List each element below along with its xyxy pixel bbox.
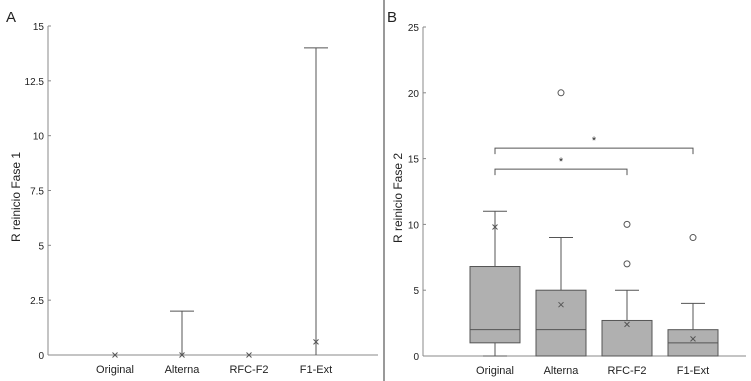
panel-a-x-tick-label: Alterna bbox=[165, 364, 201, 376]
mean-marker bbox=[690, 336, 696, 342]
box-iqr bbox=[601, 319, 653, 357]
significance-label: * bbox=[559, 156, 564, 168]
panel-b-x-tick-label: Original bbox=[476, 365, 514, 377]
panel-b-box-rfc-f2 bbox=[601, 220, 653, 357]
panel-b-y-tick-label: 15 bbox=[408, 155, 420, 166]
panel-b-box-alterna bbox=[535, 89, 587, 357]
bracket-line bbox=[494, 147, 694, 155]
box-iqr bbox=[535, 289, 587, 357]
panel-a-y-tick-label: 2.5 bbox=[30, 296, 44, 307]
bracket-line bbox=[494, 168, 628, 176]
panel-b-y-tick-label: 5 bbox=[413, 286, 419, 297]
panel-a-x-tick-label: RFC-F2 bbox=[229, 364, 268, 376]
significance-label: * bbox=[592, 135, 597, 147]
panel-b-y-tick-label: 10 bbox=[408, 220, 420, 231]
panel-b-x-tick-label: Alterna bbox=[544, 365, 580, 377]
panel-a-box-rfc-f2 bbox=[246, 352, 252, 358]
panel-a-y-tick-label: 10 bbox=[33, 132, 45, 143]
panel-a-box-original bbox=[112, 352, 118, 358]
panel-a-y-tick-label: 5 bbox=[38, 241, 44, 252]
panel-a-x-tick-label: F1-Ext bbox=[300, 364, 332, 376]
panel-b-box-original bbox=[469, 210, 521, 357]
mean-marker-stroke bbox=[558, 301, 564, 308]
mean-marker bbox=[112, 352, 118, 358]
panel-b-label: B bbox=[387, 9, 397, 26]
panel-a-x-tick-label: Original bbox=[96, 364, 134, 376]
outlier-point bbox=[557, 89, 565, 97]
panel-a-box-f1-ext bbox=[304, 47, 328, 355]
panel-a-y-tick-label: 7.5 bbox=[30, 187, 44, 198]
mean-marker-stroke bbox=[112, 352, 118, 358]
mean-marker bbox=[313, 338, 319, 345]
panel-a-y-tick-label: 12.5 bbox=[25, 77, 45, 88]
mean-marker-stroke bbox=[624, 321, 630, 328]
mean-marker bbox=[558, 301, 564, 308]
outlier-point bbox=[623, 260, 631, 268]
panel-b-y-tick-label: 25 bbox=[408, 23, 420, 34]
panel-b: B R reinicio Fase 2 0 5 10 15 20 25 Original Al… bbox=[387, 9, 746, 377]
mean-marker-stroke bbox=[492, 224, 498, 230]
panel-a-y-tick-label: 15 bbox=[33, 22, 45, 33]
panel-b-box-f1-ext bbox=[667, 234, 719, 357]
mean-marker bbox=[624, 321, 630, 328]
mean-marker-stroke bbox=[313, 338, 319, 345]
panel-a: A R reinicio Fase 1 0 2.5 5 7.5 10 12.5 15 Orig… bbox=[6, 9, 378, 376]
panel-b-y-tick-label: 20 bbox=[408, 89, 420, 100]
panel-b-y-tick-label: 0 bbox=[413, 352, 419, 363]
mean-marker bbox=[179, 352, 185, 358]
mean-marker bbox=[492, 224, 498, 230]
panel-a-ylabel: R reinicio Fase 1 bbox=[9, 152, 23, 242]
mean-marker-stroke bbox=[179, 352, 185, 358]
box-iqr bbox=[469, 266, 521, 344]
panel-a-label: A bbox=[6, 9, 16, 26]
mean-marker-stroke bbox=[690, 336, 696, 342]
panel-b-x-tick-label: F1-Ext bbox=[677, 365, 709, 377]
mean-marker-stroke bbox=[246, 352, 252, 358]
panel-b-significance-bracket: * bbox=[494, 135, 694, 155]
panel-b-x-tick-label: RFC-F2 bbox=[607, 365, 646, 377]
panel-b-significance-bracket: * bbox=[494, 156, 628, 176]
outlier-point bbox=[623, 220, 631, 228]
panel-a-y-tick-label: 0 bbox=[38, 351, 44, 362]
mean-marker bbox=[246, 352, 252, 358]
outlier-point bbox=[689, 234, 697, 242]
panel-b-ylabel: R reinicio Fase 2 bbox=[391, 153, 405, 243]
panel-a-box-alterna bbox=[170, 310, 194, 358]
